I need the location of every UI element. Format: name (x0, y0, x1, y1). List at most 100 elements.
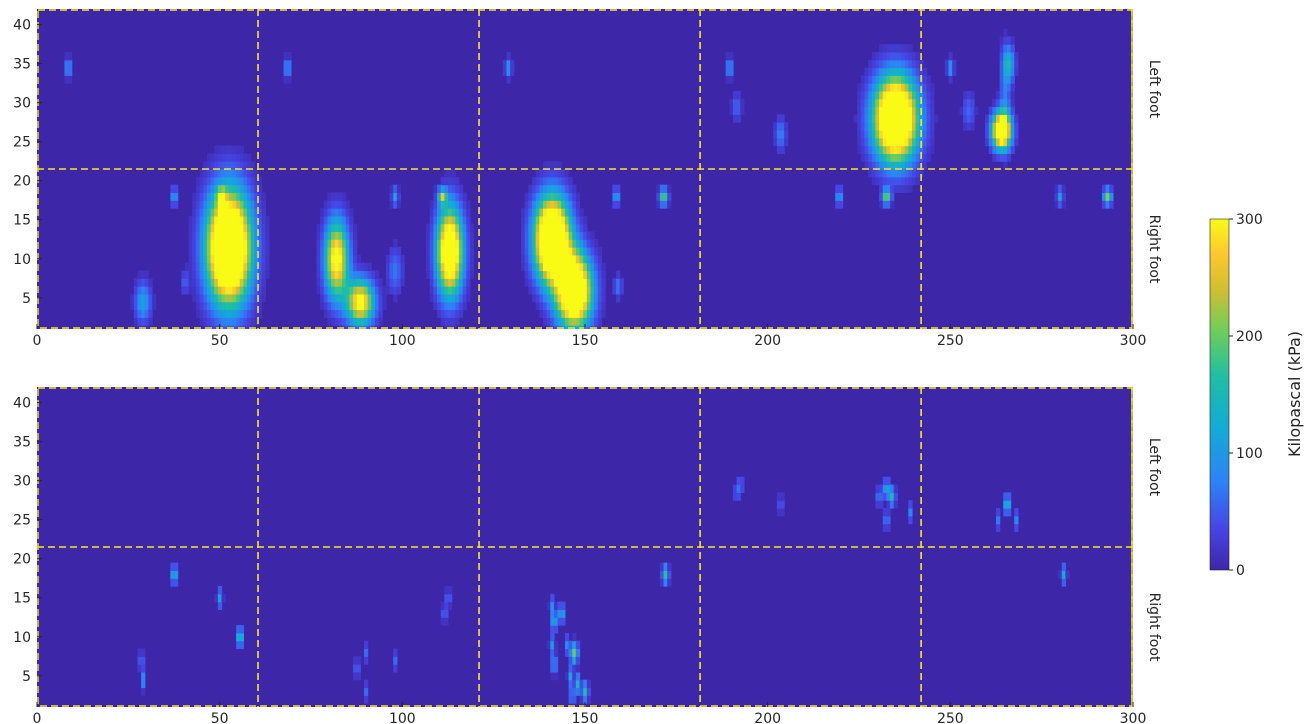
pressure-cell (393, 648, 398, 657)
pressure-cell (195, 215, 201, 225)
pressure-cell (331, 192, 336, 201)
pressure-cell (908, 184, 913, 194)
pressure-cell (546, 247, 551, 256)
pressure-cell (904, 75, 909, 84)
pressure-cell (879, 161, 884, 170)
pressure-cell (323, 223, 329, 233)
pressure-cell (210, 286, 215, 295)
pressure-cell (568, 184, 573, 194)
pressure-cell (214, 200, 219, 209)
pressure-cell (886, 176, 891, 186)
pressure-cell (363, 270, 369, 279)
pressure-cell (890, 161, 895, 170)
pressure-cell (868, 98, 873, 108)
pressure-cell (732, 106, 738, 115)
pressure-cell (579, 215, 584, 225)
pressure-cell (360, 293, 365, 303)
pressure-cell (433, 278, 438, 287)
pressure-cell (396, 286, 402, 295)
pressure-cell (1006, 36, 1012, 45)
pressure-cell (868, 83, 873, 92)
pressure-cell (225, 184, 230, 194)
pressure-cell (725, 59, 730, 69)
pressure-cell (247, 325, 252, 329)
pressure-cell (575, 640, 581, 650)
pressure-cell (868, 122, 873, 131)
pressure-cell (353, 301, 358, 311)
pressure-cell (331, 208, 336, 217)
x-tick-label: 150 (572, 333, 599, 349)
pressure-cell (327, 208, 332, 217)
pressure-cell (568, 309, 573, 318)
pressure-cell (561, 169, 566, 178)
pressure-cell (532, 176, 537, 186)
pressure-cell (868, 153, 873, 162)
pressure-cell (236, 293, 241, 303)
pressure-cell (444, 270, 449, 279)
pressure-cell (546, 270, 551, 279)
pressure-cell (776, 137, 782, 147)
pressure-cell (250, 325, 255, 329)
pressure-cell (393, 262, 398, 272)
pressure-cell (323, 293, 329, 303)
pressure-cell (170, 200, 175, 209)
pressure-cell (532, 270, 537, 279)
pressure-cell (506, 51, 511, 61)
pressure-cell (345, 278, 350, 287)
pressure-cell (210, 247, 215, 256)
pressure-cell (363, 262, 369, 272)
pressure-cell (225, 231, 230, 240)
pressure-cell (195, 231, 201, 240)
pressure-cell (396, 278, 402, 287)
pressure-cell (389, 200, 394, 209)
pressure-cell (170, 578, 175, 587)
pressure-cell (901, 90, 906, 100)
pressure-cell (893, 137, 898, 147)
pressure-cell (590, 317, 595, 326)
pressure-cell (338, 208, 343, 217)
pressure-cell (572, 286, 577, 295)
pressure-cell (922, 106, 928, 115)
pressure-cell (864, 90, 869, 100)
pressure-cell (338, 247, 343, 256)
x-tick-label: 100 (389, 333, 416, 349)
pressure-cell (586, 679, 592, 689)
pressure-cell (458, 247, 464, 256)
pressure-cell (429, 270, 434, 279)
pressure-cell (904, 137, 909, 147)
pressure-cell (210, 200, 215, 209)
pressure-cell (780, 137, 785, 147)
pressure-cell (382, 293, 387, 303)
pressure-cell (378, 293, 383, 303)
pressure-cell (879, 114, 884, 123)
pressure-cell (879, 106, 884, 115)
pressure-cell (882, 106, 887, 115)
pressure-cell (568, 254, 573, 264)
pressure-cell (583, 278, 588, 287)
pressure-cell (353, 664, 358, 673)
pressure-cell (356, 262, 361, 272)
pressure-cell (396, 270, 402, 279)
pressure-cell (539, 215, 544, 225)
pressure-cell (247, 247, 252, 256)
pressure-cell (214, 593, 219, 603)
pressure-cell (210, 278, 215, 287)
pressure-cell (440, 301, 445, 311)
pressure-cell (857, 83, 862, 92)
pressure-cell (930, 90, 935, 100)
pressure-cell (886, 90, 891, 100)
pressure-cell (236, 223, 241, 233)
pressure-cell (893, 484, 898, 493)
pressure-cell (243, 231, 248, 240)
pressure-cell (553, 247, 559, 256)
pressure-cell (448, 309, 453, 318)
pressure-cell (206, 192, 212, 201)
pressure-cell (528, 286, 533, 295)
pressure-cell (1010, 137, 1015, 147)
pressure-cell (221, 247, 226, 256)
pressure-cell (440, 254, 445, 264)
pressure-cell (550, 254, 555, 264)
pressure-cell (572, 664, 577, 673)
pressure-cell (586, 325, 592, 329)
